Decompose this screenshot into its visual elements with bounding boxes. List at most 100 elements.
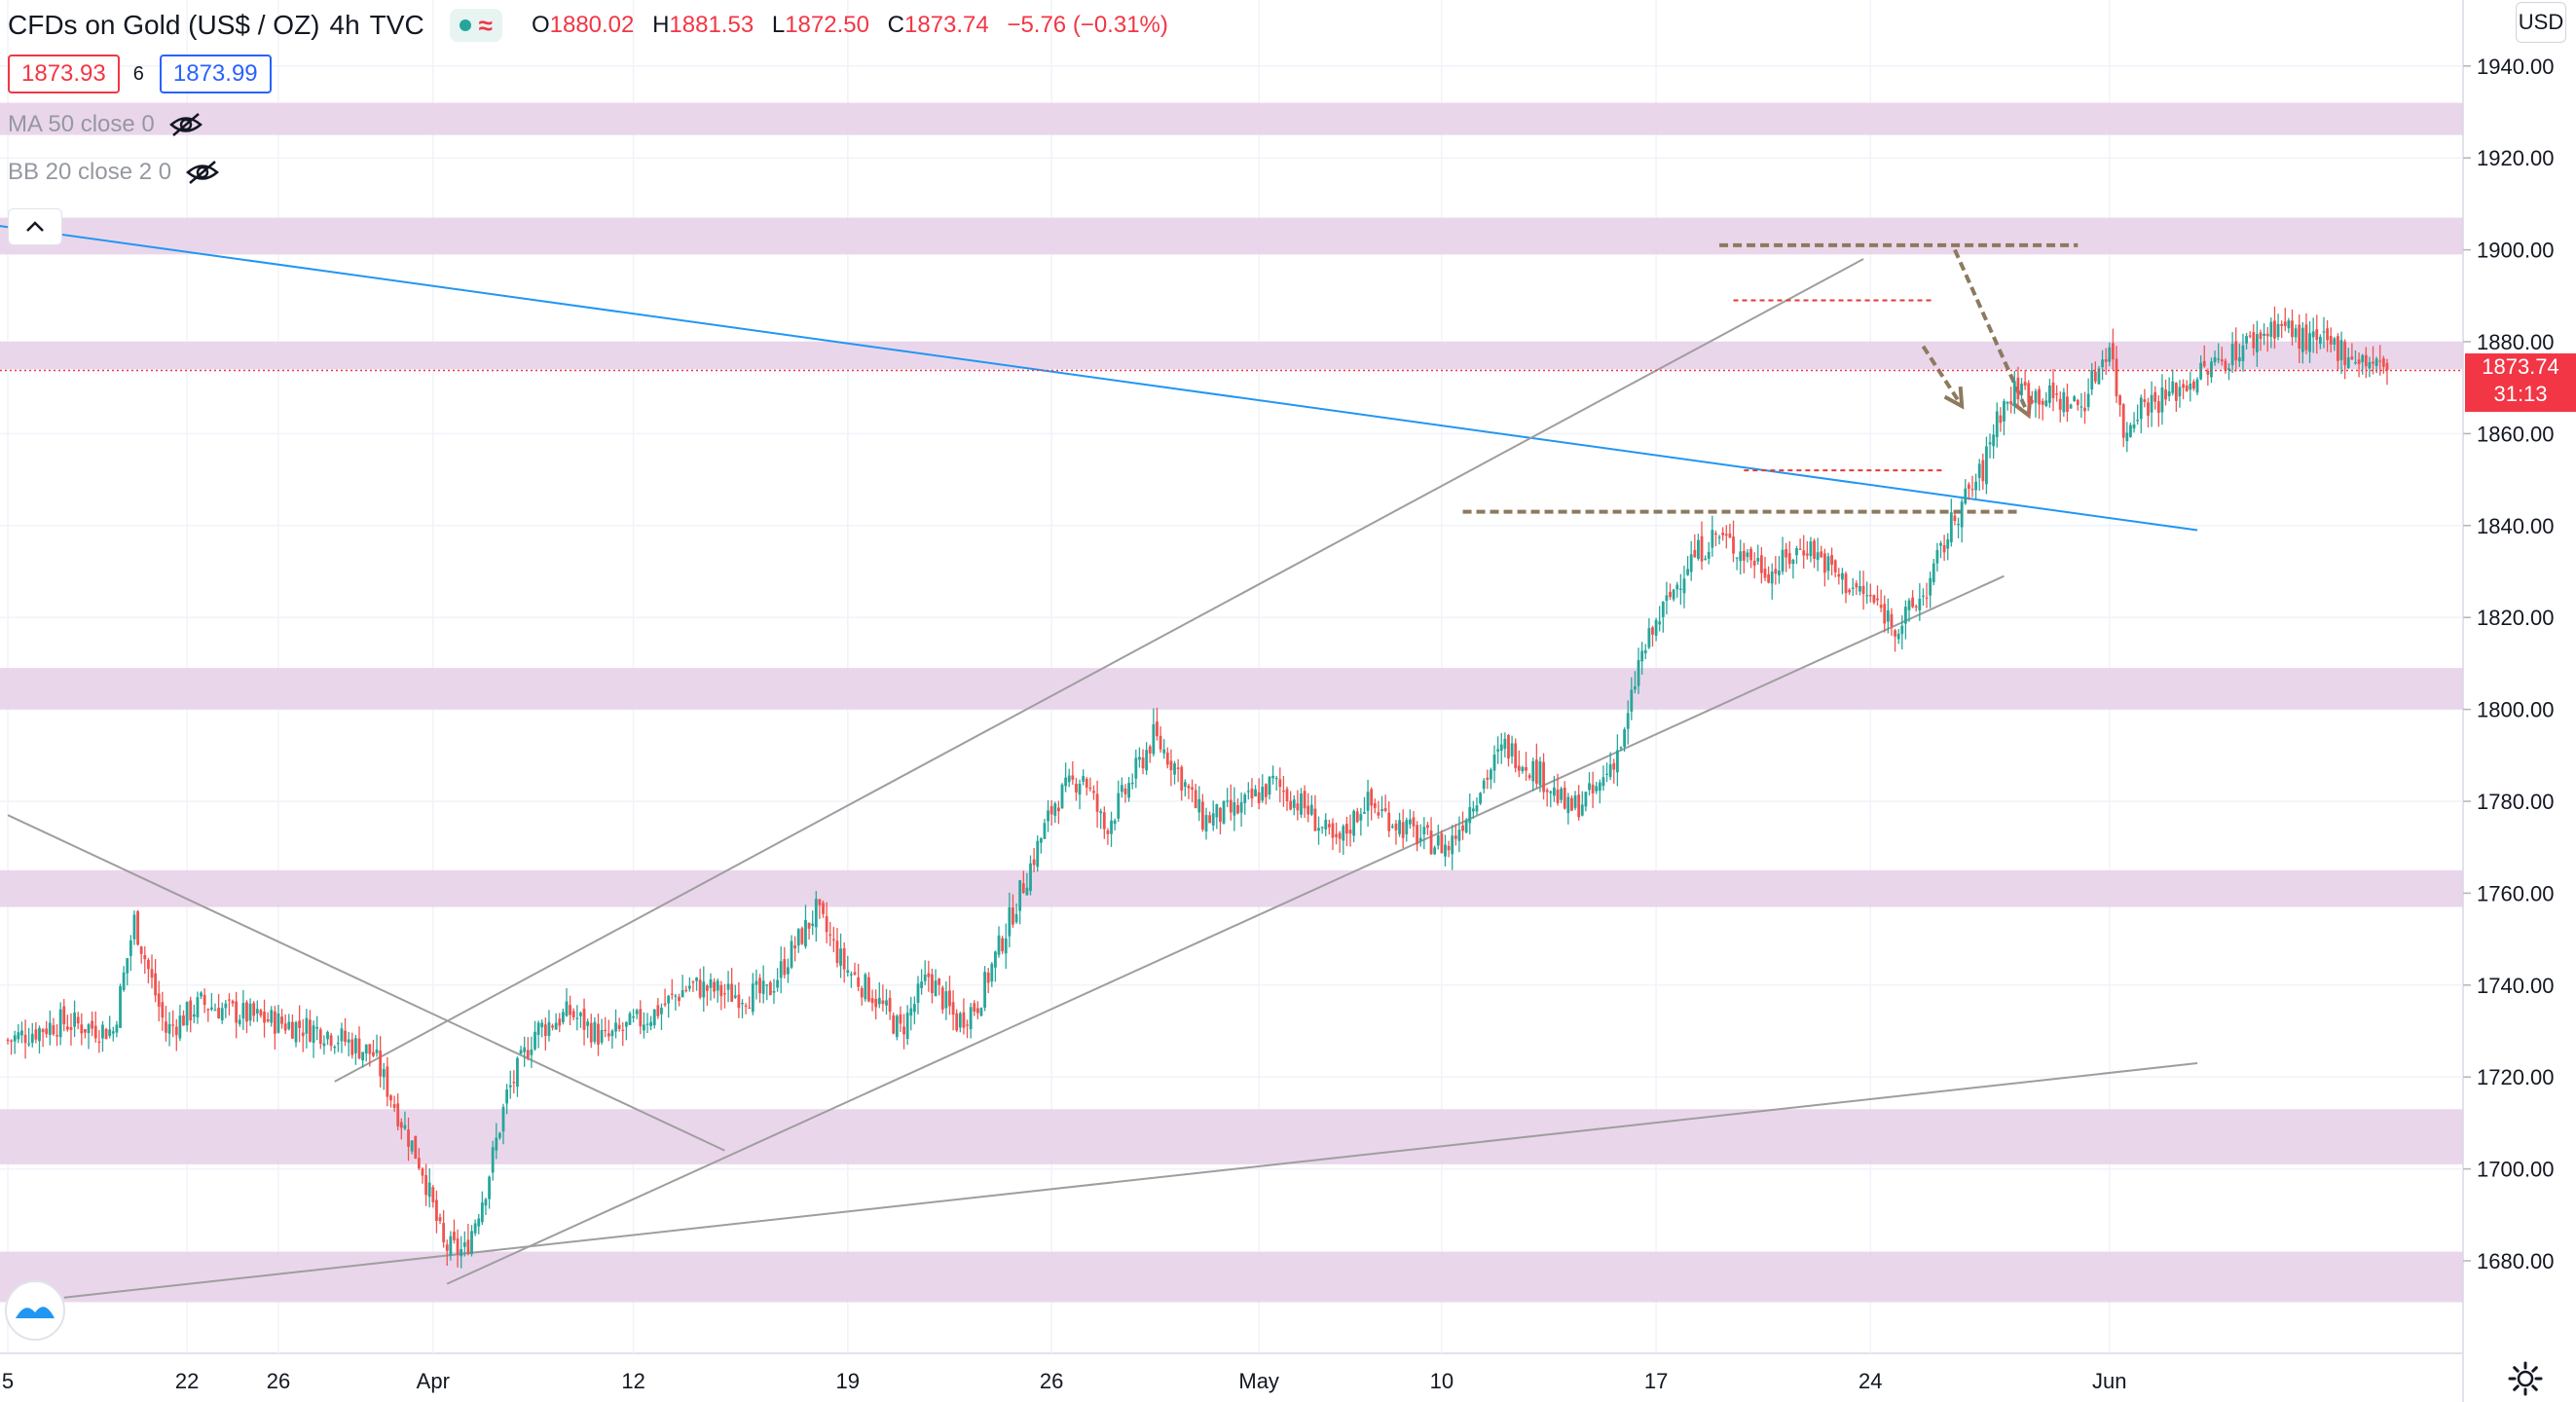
indicator-ma[interactable]: MA 50 close 0 xyxy=(8,111,203,138)
candle-body xyxy=(1447,845,1451,851)
symbol-title[interactable]: CFDs on Gold (US$ / OZ) xyxy=(8,10,320,40)
candle-body xyxy=(1257,792,1261,803)
settings-gear-icon[interactable] xyxy=(2506,1359,2545,1398)
candle-body xyxy=(895,1015,899,1038)
candle-body xyxy=(2248,335,2252,337)
descending-line[interactable] xyxy=(7,814,725,1152)
candle-body xyxy=(449,1236,453,1256)
eye-off-icon[interactable] xyxy=(168,112,203,137)
candle-body xyxy=(1110,820,1113,834)
candle-body xyxy=(1591,784,1595,793)
eye-off-icon[interactable] xyxy=(185,160,220,185)
candle-body xyxy=(1264,784,1268,797)
candle-body xyxy=(931,974,934,994)
indicator-bb[interactable]: BB 20 close 2 0 xyxy=(8,159,220,186)
candle-body xyxy=(1953,515,1957,522)
candle-body xyxy=(1243,794,1247,803)
sell-price-button[interactable]: 1873.93 xyxy=(8,55,120,93)
arrow-long[interactable] xyxy=(1953,248,2031,417)
candle-body xyxy=(126,958,129,974)
candle-body xyxy=(828,934,832,936)
y-tick-label: 1800.00 xyxy=(2477,698,2555,722)
candle-body xyxy=(224,1003,228,1009)
candle-body xyxy=(171,1024,175,1026)
candle-body xyxy=(2227,368,2230,371)
candle-body xyxy=(1320,827,1324,829)
time-axis[interactable]: 5 22 26 Apr 12 19 26 May 10 17 24 Jun xyxy=(2,1369,2127,1393)
candle-body xyxy=(228,999,231,1001)
chevron-up-icon xyxy=(26,221,44,232)
candle-body xyxy=(80,1024,84,1034)
candle-body xyxy=(2104,358,2108,362)
candle-body xyxy=(466,1239,470,1254)
candle-body xyxy=(624,1021,628,1027)
candle-body xyxy=(294,1021,298,1043)
price-axis[interactable]: 1680.00 1700.00 1720.00 1740.00 1760.00 1780.… xyxy=(2463,55,2555,1273)
candle-body xyxy=(1643,649,1647,653)
long-support-line[interactable] xyxy=(63,1062,2198,1299)
candle-body xyxy=(979,1008,983,1016)
candle-body xyxy=(1669,591,1672,598)
collapse-legend-button[interactable] xyxy=(8,208,62,245)
tradingview-logo-icon[interactable] xyxy=(4,1279,66,1342)
candle-body xyxy=(1352,810,1356,836)
candle-body xyxy=(1925,597,1929,599)
candle-body xyxy=(589,1022,593,1043)
candle-body xyxy=(1278,779,1282,788)
candle-body xyxy=(403,1125,407,1129)
candle-body xyxy=(30,1033,34,1044)
candle-body xyxy=(825,916,828,933)
candle-body xyxy=(2143,399,2147,402)
interval-label[interactable]: 4h xyxy=(329,10,360,40)
candle-body xyxy=(1654,619,1658,636)
candle-body xyxy=(1623,729,1626,748)
candle-body xyxy=(2076,399,2079,406)
candle-body xyxy=(986,972,990,983)
candle-body xyxy=(2230,344,2234,366)
candle-body xyxy=(154,973,158,996)
candle-body xyxy=(652,1009,656,1026)
candle-body xyxy=(252,1003,256,1016)
currency-button[interactable]: USD xyxy=(2516,2,2566,43)
candle-body xyxy=(462,1242,466,1247)
candle-body xyxy=(617,1024,621,1029)
sr-zone xyxy=(0,342,2463,370)
candle-body xyxy=(864,974,867,1000)
arrow-short[interactable] xyxy=(1921,345,1964,408)
candle-body xyxy=(723,993,726,995)
candle-body xyxy=(2164,389,2167,400)
candle-body xyxy=(1637,659,1640,686)
candle-body xyxy=(1025,887,1029,896)
y-tick-label: 1720.00 xyxy=(2477,1065,2555,1089)
candle-body xyxy=(779,961,783,978)
candle-body xyxy=(122,972,126,990)
candle-body xyxy=(1250,788,1254,799)
candle-body xyxy=(621,1029,625,1031)
candle-body xyxy=(167,1023,171,1034)
channel-lower-line[interactable] xyxy=(446,574,2005,1285)
candle-body xyxy=(111,1031,115,1034)
candle-body xyxy=(1841,572,1844,580)
candle-body xyxy=(1296,803,1300,811)
candle-body xyxy=(1422,827,1426,834)
candle-body xyxy=(1492,755,1496,771)
candle-body xyxy=(1366,792,1370,811)
candle-body xyxy=(958,1013,962,1028)
candle-body xyxy=(1082,776,1086,782)
candle-body xyxy=(632,1015,635,1018)
candle-body xyxy=(1018,880,1022,911)
candle-body xyxy=(1233,802,1236,816)
candle-body xyxy=(643,1024,645,1031)
channel-upper-line[interactable] xyxy=(334,258,1864,1083)
candle-body xyxy=(2241,345,2245,362)
candle-body xyxy=(1584,792,1588,807)
buy-price-button[interactable]: 1873.99 xyxy=(159,55,272,93)
candle-body xyxy=(709,978,713,988)
candle-body xyxy=(1781,549,1785,572)
candle-body xyxy=(561,1012,565,1022)
candle-body xyxy=(1774,569,1778,574)
blue-trendline[interactable] xyxy=(0,222,2198,532)
market-status-pill[interactable]: ≈ xyxy=(449,9,502,42)
candle-body xyxy=(347,1039,350,1043)
